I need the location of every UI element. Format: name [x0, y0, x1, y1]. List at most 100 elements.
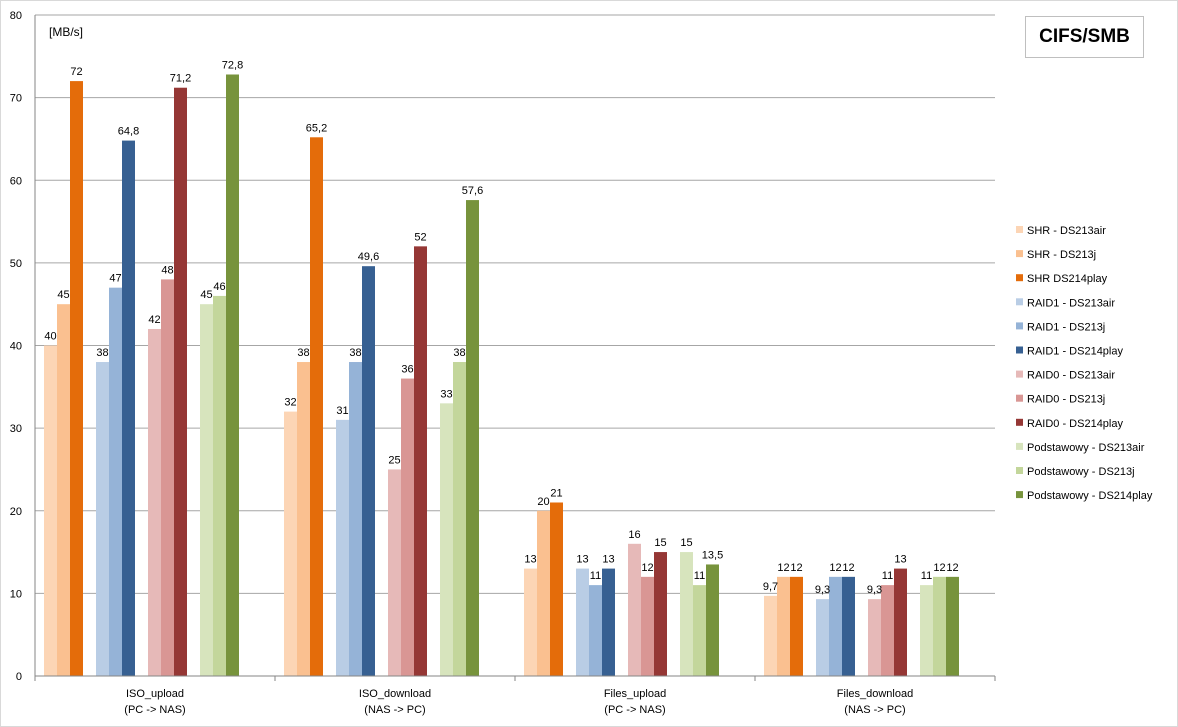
data-label: 45: [200, 289, 212, 301]
y-tick-label: 80: [10, 10, 22, 22]
bar: [226, 74, 239, 677]
legend-entry: RAID1 - DS214play: [1027, 346, 1123, 358]
data-label: 12: [829, 562, 841, 574]
bar: [161, 279, 174, 676]
data-label: 20: [537, 496, 549, 508]
data-label: 12: [777, 562, 789, 574]
legend-entry: RAID0 - DS213air: [1027, 370, 1115, 382]
legend-entry: Podstawowy - DS214play: [1027, 490, 1153, 502]
data-label: 38: [96, 347, 108, 359]
data-label: 57,6: [462, 185, 483, 197]
data-label: 11: [882, 570, 893, 582]
bar: [816, 599, 829, 676]
bar: [920, 585, 933, 676]
bar: [414, 246, 427, 676]
data-label: 13: [576, 554, 588, 566]
bar: [284, 411, 297, 676]
bar: [706, 564, 719, 676]
bar: [589, 585, 602, 676]
data-label: 13: [602, 554, 614, 566]
legend-swatch: [1016, 491, 1023, 499]
y-tick-label: 50: [10, 258, 22, 270]
data-label: 49,6: [358, 251, 379, 263]
y-tick-label: 30: [10, 423, 22, 435]
data-label: 65,2: [306, 122, 327, 134]
data-label: 32: [284, 397, 296, 409]
bar: [148, 328, 161, 676]
x-category-sublabel: (NAS -> PC): [364, 704, 425, 716]
bar: [881, 585, 894, 676]
y-axis-ticks: 0 10 20 30 40 50 60 70 80: [10, 10, 22, 683]
bar: [777, 576, 790, 676]
data-label: 25: [388, 454, 400, 466]
legend-entry: SHR - DS213air: [1027, 225, 1106, 237]
legend-entry: RAID0 - DS214play: [1027, 418, 1123, 430]
data-label: 12: [842, 562, 854, 574]
bar: [693, 585, 706, 676]
bar: [641, 576, 654, 676]
data-label: 15: [680, 537, 692, 549]
bar: [57, 304, 70, 676]
data-label: 13,5: [702, 549, 723, 561]
legend-swatch: [1016, 418, 1023, 426]
y-tick-label: 70: [10, 93, 22, 105]
bar: [349, 362, 362, 676]
x-category-sublabel: (PC -> NAS): [604, 704, 665, 716]
bar: [933, 576, 946, 676]
bar: [297, 362, 310, 676]
bar: [213, 295, 226, 676]
bars: [44, 74, 959, 677]
bar: [453, 362, 466, 676]
data-label: 40: [44, 331, 56, 343]
legend-swatch: [1016, 250, 1023, 258]
data-label: 38: [453, 347, 465, 359]
bar: [388, 469, 401, 676]
bar: [336, 419, 349, 676]
data-label: 31: [336, 405, 348, 417]
bar: [894, 568, 907, 676]
legend-entry: SHR - DS213j: [1027, 249, 1096, 261]
data-label: 13: [894, 554, 906, 566]
y-axis-unit-label: [MB/s]: [49, 25, 84, 39]
bar: [576, 568, 589, 676]
legend-swatch: [1016, 467, 1023, 474]
x-category-label: Files_upload: [604, 688, 666, 700]
y-tick-label: 20: [10, 506, 22, 518]
data-label: 36: [401, 364, 413, 376]
data-label: 46: [213, 281, 225, 293]
data-label: 13: [524, 554, 536, 566]
legend-swatch: [1016, 442, 1023, 450]
data-label: 71,2: [170, 73, 191, 85]
data-label: 11: [921, 570, 932, 582]
bar: [200, 304, 213, 676]
data-label: 42: [148, 314, 160, 326]
x-category-sublabel: (NAS -> PC): [844, 704, 905, 716]
bar: [174, 87, 187, 676]
legend-entry: Podstawowy - DS213j: [1027, 466, 1135, 478]
data-labels: 404572384764,8424871,2454672,8323865,231…: [44, 59, 958, 596]
legend-swatch: [1016, 346, 1023, 354]
data-label: 48: [161, 264, 173, 276]
data-label: 72,8: [222, 59, 243, 71]
bar: [440, 403, 453, 676]
y-tick-label: 10: [10, 588, 22, 600]
bar: [790, 576, 803, 676]
data-label: 16: [628, 529, 640, 541]
bar: [842, 576, 855, 676]
bar: [122, 140, 135, 677]
data-label: 72: [70, 66, 82, 78]
data-label: 9,7: [763, 581, 778, 593]
data-label: 12: [946, 562, 958, 574]
data-label: 9,3: [815, 584, 830, 596]
legend-swatch: [1016, 226, 1023, 233]
bar: [602, 568, 615, 676]
y-tick-label: 0: [16, 671, 22, 683]
bar: [310, 137, 323, 676]
data-label: 11: [694, 570, 705, 582]
data-label: 33: [440, 388, 452, 400]
data-label: 9,3: [867, 584, 882, 596]
bar: [537, 510, 550, 676]
legend-swatch: [1016, 370, 1023, 378]
bar: [550, 502, 563, 676]
bar: [764, 595, 777, 676]
